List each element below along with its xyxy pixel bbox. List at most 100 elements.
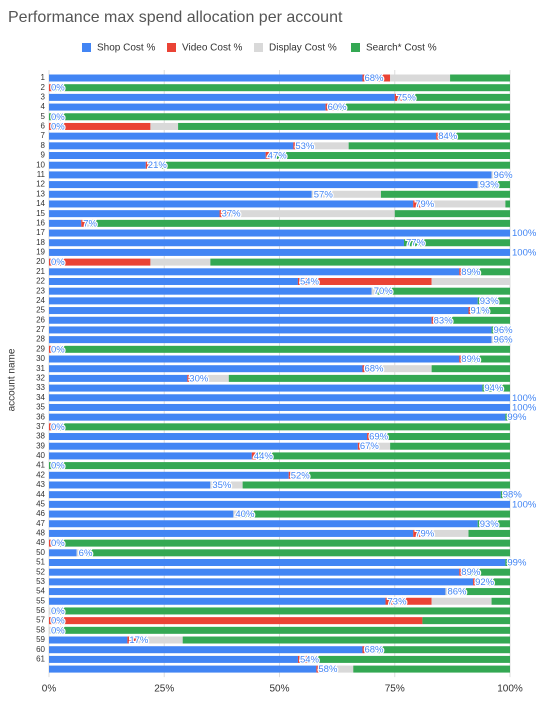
y-tick-label: 51 <box>36 558 45 567</box>
bar-segment <box>49 93 395 101</box>
bar-segment <box>491 326 510 334</box>
data-label: 77% <box>406 238 426 249</box>
bar-segment <box>155 161 510 169</box>
bar-segment <box>49 607 54 615</box>
y-tick-label: 31 <box>36 364 45 373</box>
data-label: 0% <box>51 461 65 472</box>
data-label: 21% <box>148 160 168 171</box>
y-tick-label: 10 <box>36 160 45 169</box>
bar-segment <box>431 597 492 605</box>
bar-segment <box>58 345 510 353</box>
bar-segment <box>49 520 478 528</box>
bar-segment <box>238 510 510 518</box>
bar-segment <box>49 171 492 179</box>
data-label: 0% <box>51 83 65 94</box>
bar-segment <box>491 171 506 179</box>
bar-segment <box>385 597 432 605</box>
bar-segment <box>49 403 510 411</box>
bar-segment <box>90 219 511 227</box>
data-label: 53% <box>295 141 315 152</box>
bar-segment <box>362 646 368 654</box>
data-label: 100% <box>512 499 537 510</box>
bar-segment <box>53 539 59 547</box>
bar-segment <box>297 471 510 479</box>
y-tick-label: 42 <box>36 470 45 479</box>
bar-segment <box>288 471 298 479</box>
bar-segment <box>49 84 54 92</box>
bar-segment <box>390 74 451 82</box>
bar-segment <box>49 529 414 537</box>
bar-segment <box>371 287 377 295</box>
bar-segment <box>367 433 377 441</box>
y-tick-label: 1 <box>41 73 46 82</box>
bar-segment <box>49 626 54 634</box>
y-tick-label: 45 <box>36 499 45 508</box>
bar-segment <box>49 549 77 557</box>
y-tick-label: 61 <box>36 655 45 664</box>
data-label: 100% <box>512 393 537 404</box>
bar-segment <box>49 190 312 198</box>
bar-segment <box>49 210 220 218</box>
bar-segment <box>49 559 506 566</box>
bar-segment <box>413 529 423 537</box>
data-label: 93% <box>480 519 500 530</box>
bar-segment <box>53 607 511 615</box>
bar-segment <box>482 384 510 392</box>
y-tick-label: 56 <box>36 606 45 615</box>
y-tick-label: 60 <box>36 645 45 654</box>
bar-segment <box>49 239 404 247</box>
y-tick-label: 29 <box>36 344 45 353</box>
bar-segment <box>228 374 511 382</box>
bar-segment <box>210 258 510 266</box>
x-tick-label: 25% <box>154 684 174 695</box>
bar-segment <box>53 626 511 634</box>
bar-segment <box>468 568 510 576</box>
bar-segment <box>422 200 506 208</box>
bar-segment <box>49 452 252 460</box>
bar-segment <box>49 336 492 344</box>
bar-segment <box>49 74 363 82</box>
bar-segment <box>334 103 510 111</box>
y-tick-label: 21 <box>36 267 45 276</box>
bar-segment <box>233 510 239 518</box>
bar-segment <box>297 655 308 663</box>
bar-segment <box>49 122 151 130</box>
bar-segment <box>219 210 229 218</box>
data-label: 99% <box>507 412 527 423</box>
legend-label: Shop Cost % <box>97 43 155 54</box>
bar-segment <box>49 578 474 586</box>
bar-segment <box>49 636 128 644</box>
data-label: 100% <box>512 402 537 413</box>
data-label: 17% <box>129 635 149 646</box>
bar-segment <box>49 219 82 227</box>
y-tick-label: 20 <box>36 257 45 266</box>
bar-segment <box>362 74 391 82</box>
legend-swatch <box>254 43 263 52</box>
bar-segment <box>422 529 469 537</box>
legend-label: Search* Cost % <box>366 43 437 54</box>
y-tick-label: 17 <box>36 228 45 237</box>
bar-segment <box>49 384 483 392</box>
y-tick-label: 43 <box>36 480 45 489</box>
y-tick-label: 14 <box>36 199 45 208</box>
data-label: 89% <box>461 354 481 365</box>
data-label: 0% <box>51 121 65 132</box>
bar-segment <box>81 219 86 227</box>
bar-segment <box>49 568 460 576</box>
bar-segment <box>463 588 510 596</box>
y-tick-label: 32 <box>36 373 45 382</box>
data-label: 70% <box>374 286 394 297</box>
data-label: 89% <box>461 567 481 578</box>
bar-segment <box>362 365 372 373</box>
data-label: 68% <box>364 645 384 656</box>
data-label: 94% <box>484 383 504 394</box>
data-label: 89% <box>461 267 481 278</box>
bar-segment <box>390 442 510 450</box>
bar-segment <box>150 258 211 266</box>
bar-segment <box>49 433 368 441</box>
y-tick-label: 48 <box>36 529 45 538</box>
data-label: 44% <box>254 451 274 462</box>
bar-segment <box>150 122 179 130</box>
y-tick-label: 2 <box>41 83 46 92</box>
bar-segment <box>49 462 510 470</box>
